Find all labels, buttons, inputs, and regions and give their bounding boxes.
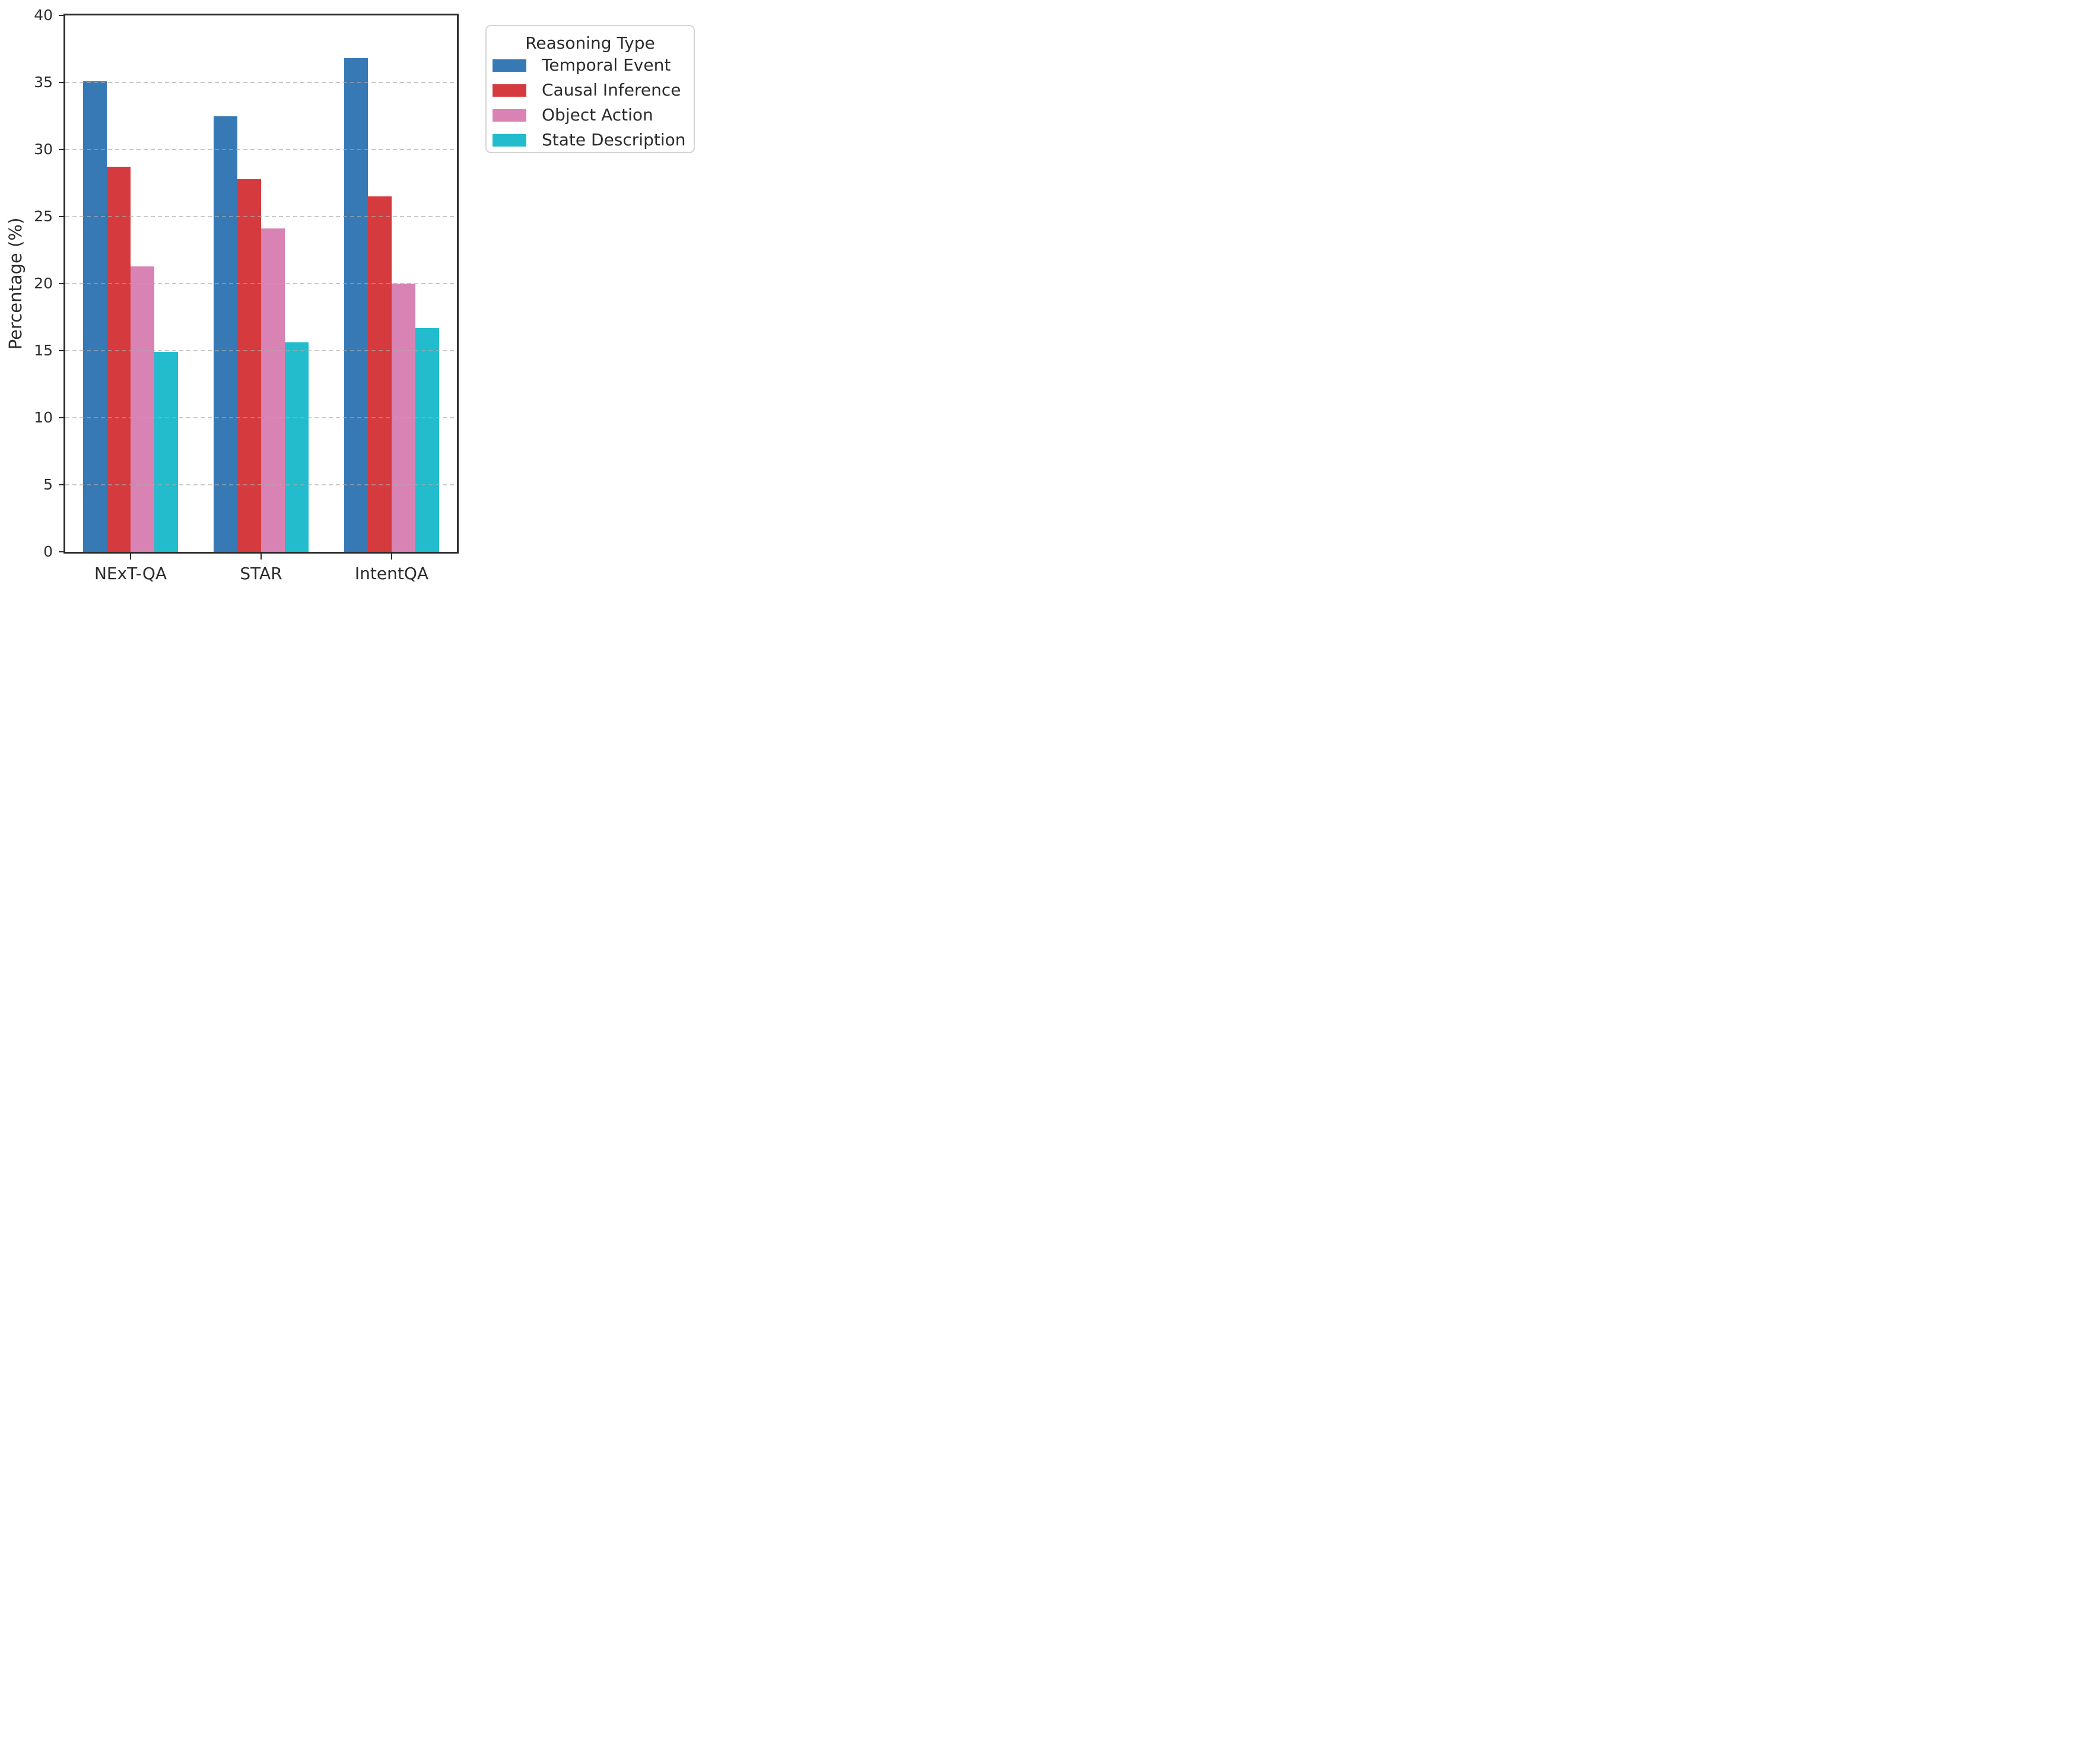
figure: Percentage (%) 0 5 10 15 20 25 30 35 40 NExT-QA S… (0, 0, 700, 588)
x-category-label: IntentQA (354, 564, 429, 583)
legend-swatch (493, 134, 526, 147)
y-tick-mark (59, 484, 65, 486)
gridline (65, 148, 457, 151)
bar (107, 167, 131, 552)
plot-area (63, 14, 459, 554)
y-tick-mark (59, 215, 65, 218)
bar (285, 342, 309, 552)
x-tick-mark (390, 554, 393, 560)
x-category-label: NExT-QA (94, 564, 167, 583)
bar (415, 328, 439, 552)
gridline (65, 81, 457, 84)
legend-swatch (493, 84, 526, 97)
x-category-label: STAR (240, 564, 282, 583)
legend-title: Reasoning Type (525, 33, 655, 53)
bar (131, 266, 154, 552)
y-tick-mark (59, 81, 65, 84)
y-tick-label: 30 (34, 141, 53, 158)
legend-swatch (493, 109, 526, 122)
bar (261, 228, 285, 552)
legend-item: Temporal Event (487, 56, 671, 74)
legend-item: State Description (487, 131, 685, 149)
bar (344, 58, 368, 552)
y-tick-label: 25 (34, 208, 53, 225)
legend-item-label: State Description (542, 130, 686, 150)
y-tick-mark (59, 282, 65, 285)
legend-item-label: Temporal Event (542, 55, 671, 75)
legend-swatch (493, 59, 526, 72)
y-tick-label: 5 (43, 476, 53, 493)
legend-item: Causal Inference (487, 81, 681, 99)
legend-item: Object Action (487, 106, 653, 124)
legend-item-label: Object Action (542, 105, 653, 125)
y-tick-mark (59, 14, 65, 17)
gridline (65, 215, 457, 218)
gridline (65, 282, 457, 285)
y-tick-mark (59, 551, 65, 553)
y-tick-label: 10 (34, 409, 53, 426)
bar (154, 352, 178, 552)
y-tick-mark (59, 349, 65, 352)
gridline (65, 349, 457, 352)
x-tick-mark (129, 554, 132, 560)
y-tick-label: 0 (43, 543, 53, 560)
bar (237, 179, 261, 552)
y-tick-label: 20 (34, 275, 53, 292)
y-tick-label: 35 (34, 74, 53, 91)
x-tick-mark (260, 554, 262, 560)
gridline (65, 484, 457, 486)
y-tick-label: 40 (34, 7, 53, 24)
y-tick-mark (59, 148, 65, 151)
bar (368, 196, 392, 552)
y-tick-label: 15 (34, 342, 53, 359)
bar (83, 81, 107, 552)
bar (214, 116, 237, 552)
y-tick-mark (59, 417, 65, 419)
legend: Reasoning Type Temporal Event Causal Infe… (485, 25, 695, 153)
legend-item-label: Causal Inference (542, 80, 681, 100)
gridline (65, 417, 457, 419)
